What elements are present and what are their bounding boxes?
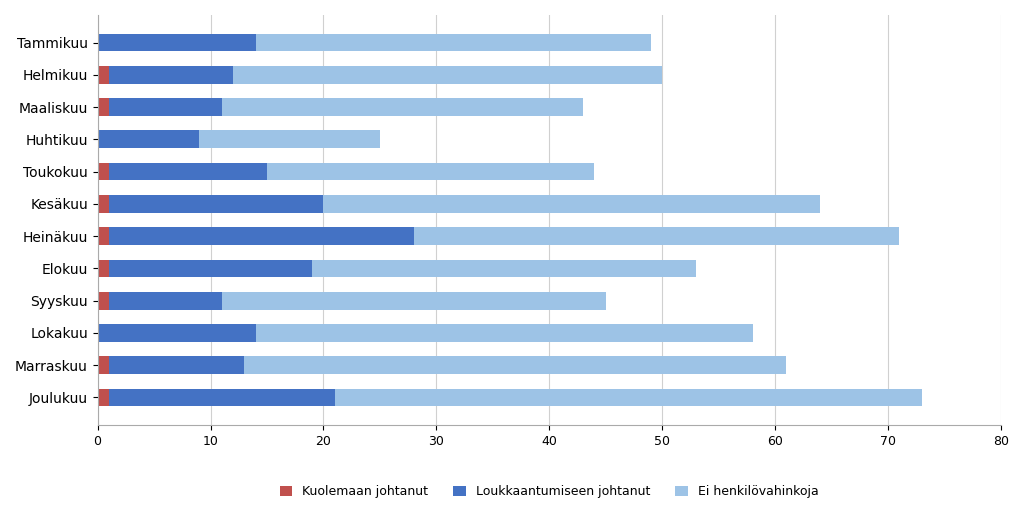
Bar [97,34,256,51]
Bar [97,131,200,148]
Bar [97,98,109,116]
Bar [324,195,820,212]
Bar [109,260,312,278]
Bar [256,324,753,342]
Bar [109,195,324,212]
Bar [109,163,267,180]
Bar [256,34,651,51]
Bar [97,163,109,180]
Bar [233,66,663,83]
Bar [414,227,899,245]
Bar [97,260,109,278]
Bar [97,356,109,374]
Legend: Kuolemaan johtanut, Loukkaantumiseen johtanut, Ei henkilövahinkoja: Kuolemaan johtanut, Loukkaantumiseen joh… [275,480,823,503]
Bar [109,98,222,116]
Bar [97,66,109,83]
Bar [97,292,109,310]
Bar [222,98,584,116]
Bar [109,292,222,310]
Bar [267,163,595,180]
Bar [97,324,256,342]
Bar [97,389,109,407]
Bar [222,292,606,310]
Bar [245,356,786,374]
Bar [109,389,335,407]
Bar [312,260,696,278]
Bar [97,195,109,212]
Bar [97,227,109,245]
Bar [109,356,245,374]
Bar [109,227,414,245]
Bar [109,66,233,83]
Bar [200,131,380,148]
Bar [335,389,922,407]
